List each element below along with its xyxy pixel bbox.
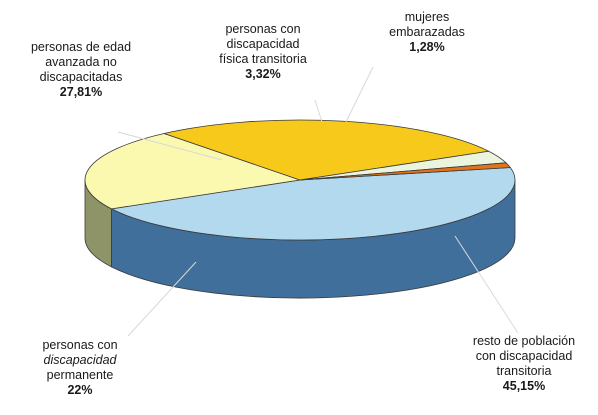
label-fisica-value: 3,32% bbox=[245, 67, 281, 81]
label-mujeres-line1: mujeres bbox=[404, 10, 450, 24]
label-mujeres: mujeres embarazadas 1,28% bbox=[362, 10, 492, 55]
label-resto-value: 45,15% bbox=[502, 379, 546, 393]
pie-slice-permanente bbox=[84, 133, 301, 210]
label-fisica-line1: personas con bbox=[225, 22, 301, 36]
label-mujeres-value: 1,28% bbox=[409, 40, 445, 54]
label-resto-line2: con discapacidad bbox=[475, 349, 573, 363]
label-fisica: personas con discapacidad física transit… bbox=[188, 22, 338, 82]
label-resto: resto de población con discapacidad tran… bbox=[452, 334, 596, 394]
leader-line-resto bbox=[454, 235, 519, 334]
label-permanente: personas con discapacidad permanente 22% bbox=[10, 338, 150, 398]
pie-slice-resto bbox=[111, 167, 516, 241]
pie-slice-mujeres bbox=[299, 162, 511, 181]
label-mujeres-line2: embarazadas bbox=[389, 25, 465, 39]
label-resto-line3: transitoria bbox=[496, 364, 552, 378]
label-permanente-line3: permanente bbox=[46, 368, 114, 382]
label-edad-value: 27,81% bbox=[59, 85, 103, 99]
leader-line-permanente bbox=[127, 261, 197, 337]
label-edad-line3: discapacitadas bbox=[39, 70, 123, 84]
label-edad-line2: avanzada no bbox=[45, 55, 117, 69]
leader-line-edad bbox=[117, 131, 223, 161]
label-permanente-line2-wrap: discapacidad bbox=[10, 353, 150, 368]
label-fisica-line2: discapacidad bbox=[226, 37, 300, 51]
label-permanente-line2: discapacidad bbox=[43, 353, 117, 367]
pie-slice-edad bbox=[163, 119, 490, 181]
label-edad: personas de edad avanzada no discapacita… bbox=[6, 40, 156, 100]
leader-line-fisica bbox=[314, 99, 323, 123]
leader-line-mujeres bbox=[345, 66, 374, 123]
label-resto-line1: resto de población bbox=[472, 334, 576, 348]
label-edad-line1: personas de edad bbox=[30, 40, 132, 54]
label-permanente-line1: personas con bbox=[42, 338, 118, 352]
label-permanente-value: 22% bbox=[67, 383, 93, 397]
label-fisica-line3: física transitoria bbox=[219, 52, 307, 66]
